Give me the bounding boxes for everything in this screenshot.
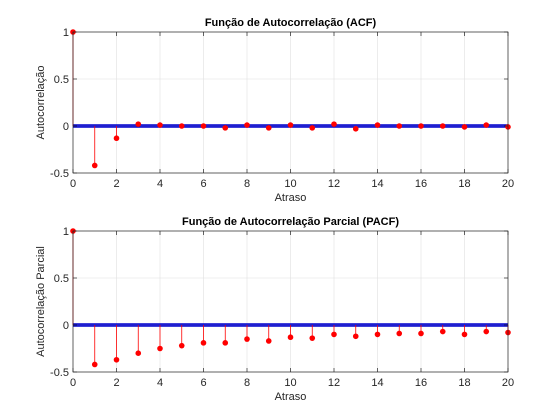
pacf-xtick-label-8: 16 bbox=[415, 377, 427, 389]
acf-point-3 bbox=[135, 121, 142, 127]
acf-point-4 bbox=[157, 122, 163, 128]
pacf-ytick-label-1: 0 bbox=[63, 320, 69, 332]
pacf-point-3 bbox=[135, 350, 142, 357]
acf-ytick-label-0: -0.5 bbox=[50, 168, 69, 180]
pacf-point-15 bbox=[396, 330, 403, 337]
pacf-ylabel: Autocorrelação Parcial bbox=[35, 246, 47, 357]
pacf-point-16 bbox=[418, 330, 424, 337]
acf-point-19 bbox=[483, 122, 490, 128]
acf-point-16 bbox=[418, 123, 424, 129]
pacf-point-12 bbox=[331, 331, 337, 338]
acf-xtick-label-2: 4 bbox=[157, 178, 163, 190]
acf-point-15 bbox=[396, 123, 403, 129]
pacf-point-6 bbox=[200, 340, 207, 346]
pacf-point-13 bbox=[352, 333, 359, 340]
pacf-xtick-label-1: 2 bbox=[113, 377, 119, 389]
acf-title: Função de Autocorrelação (ACF) bbox=[205, 17, 377, 29]
pacf-xtick-label-7: 14 bbox=[371, 377, 383, 389]
pacf-point-5 bbox=[178, 342, 185, 349]
acf-xtick-label-4: 8 bbox=[244, 178, 250, 190]
pacf-ytick-label-2: 0.5 bbox=[54, 273, 69, 285]
pacf-point-19 bbox=[483, 328, 490, 335]
pacf-xtick-label-3: 6 bbox=[200, 377, 206, 389]
acf-ytick-label-1: 0 bbox=[63, 121, 69, 133]
acf-point-2 bbox=[113, 135, 120, 142]
acf-point-17 bbox=[439, 123, 446, 129]
acf-ytick-label-2: 0.5 bbox=[54, 74, 69, 86]
pacf-xlabel: Atraso bbox=[275, 391, 307, 403]
acf-point-10 bbox=[287, 122, 294, 128]
acf-point-6 bbox=[200, 123, 207, 129]
acf-xtick-label-3: 6 bbox=[200, 178, 206, 190]
acf-point-7 bbox=[222, 125, 229, 131]
pacf-xtick-label-5: 10 bbox=[284, 377, 296, 389]
acf-point-18 bbox=[461, 124, 468, 130]
acf-xtick-label-10: 20 bbox=[502, 178, 514, 190]
acf-point-5 bbox=[178, 123, 185, 129]
acf-point-13 bbox=[352, 126, 359, 132]
acf-xtick-label-7: 14 bbox=[371, 178, 383, 190]
pacf-point-10 bbox=[287, 334, 294, 341]
pacf-xtick-label-6: 12 bbox=[328, 377, 340, 389]
acf-xtick-label-9: 18 bbox=[458, 178, 470, 190]
acf-xtick-label-5: 10 bbox=[284, 178, 296, 190]
pacf-point-14 bbox=[374, 331, 381, 338]
pacf-point-2 bbox=[113, 356, 120, 363]
pacf-ytick-label-0: -0.5 bbox=[50, 367, 69, 379]
acf-point-12 bbox=[331, 121, 337, 127]
pacf-point-1 bbox=[91, 361, 98, 368]
acf-point-14 bbox=[374, 122, 381, 128]
acf-ylabel: Autocorrelação bbox=[35, 66, 47, 140]
pacf-point-18 bbox=[461, 331, 468, 338]
acf-point-9 bbox=[265, 125, 272, 131]
pacf-xtick-label-2: 4 bbox=[157, 377, 163, 389]
pacf-point-7 bbox=[222, 340, 229, 346]
acf-xtick-label-6: 12 bbox=[328, 178, 340, 190]
pacf-point-17 bbox=[439, 328, 446, 335]
pacf-title: Função de Autocorrelação Parcial (PACF) bbox=[182, 216, 399, 228]
acf-xtick-label-1: 2 bbox=[113, 178, 119, 190]
pacf-xtick-label-10: 20 bbox=[502, 377, 514, 389]
acf-xlabel: Atraso bbox=[275, 192, 307, 204]
acf-point-11 bbox=[309, 125, 316, 131]
pacf-point-8 bbox=[244, 336, 250, 342]
pacf-xtick-label-4: 8 bbox=[244, 377, 250, 389]
pacf-point-9 bbox=[265, 338, 272, 344]
pacf-point-11 bbox=[309, 335, 316, 341]
acf-point-1 bbox=[91, 162, 98, 169]
acf-xtick-label-8: 16 bbox=[415, 178, 427, 190]
pacf-xtick-label-0: 0 bbox=[70, 377, 76, 389]
acf-point-8 bbox=[244, 122, 250, 128]
pacf-ytick-label-3: 1 bbox=[63, 226, 69, 238]
pacf-xtick-label-9: 18 bbox=[458, 377, 470, 389]
pacf-point-4 bbox=[157, 345, 163, 352]
acf-xtick-label-0: 0 bbox=[70, 178, 76, 190]
acf-ytick-label-3: 1 bbox=[63, 27, 69, 39]
